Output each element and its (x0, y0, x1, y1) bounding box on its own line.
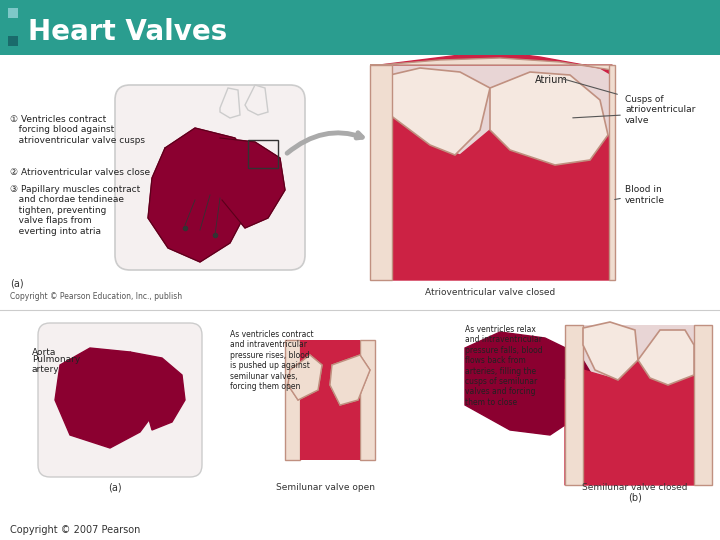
Text: ③ Papillary muscles contract
   and chordae tendineae
   tighten, preventing
   : ③ Papillary muscles contract and chordae… (10, 185, 140, 235)
Text: Atrium: Atrium (535, 75, 568, 85)
Polygon shape (330, 355, 370, 405)
Polygon shape (220, 138, 285, 228)
Bar (248, 140, 278, 168)
FancyBboxPatch shape (38, 323, 202, 477)
Polygon shape (370, 52, 612, 75)
Polygon shape (330, 355, 370, 405)
Polygon shape (375, 115, 615, 280)
Polygon shape (288, 355, 322, 400)
Bar (300, 340, 360, 460)
Text: Semilunar valve closed: Semilunar valve closed (582, 483, 688, 492)
FancyBboxPatch shape (609, 65, 615, 280)
Text: Blood in
ventricle: Blood in ventricle (625, 185, 665, 205)
Polygon shape (220, 88, 240, 118)
Polygon shape (583, 322, 638, 380)
Bar (565, 325, 583, 485)
Polygon shape (465, 332, 595, 435)
Text: Cusps of
atrioventricular
valve: Cusps of atrioventricular valve (625, 95, 696, 125)
Polygon shape (55, 348, 165, 448)
Text: As ventricles contract
and intraventricular
pressure rises, blood
is pushed up a: As ventricles contract and intraventricu… (230, 330, 314, 391)
Text: Heart Valves: Heart Valves (28, 18, 228, 46)
FancyBboxPatch shape (370, 65, 615, 280)
Polygon shape (390, 68, 490, 155)
Text: (b): (b) (628, 492, 642, 502)
Text: As ventricles relax
and intraventricular
pressure falls, blood
flows back from
a: As ventricles relax and intraventricular… (465, 325, 543, 407)
Text: Semilunar valve open: Semilunar valve open (276, 483, 374, 492)
Polygon shape (148, 128, 258, 262)
Text: (a): (a) (10, 278, 24, 288)
Text: Copyright © Pearson Education, Inc., publish: Copyright © Pearson Education, Inc., pub… (10, 292, 182, 301)
FancyBboxPatch shape (0, 0, 720, 55)
FancyBboxPatch shape (115, 85, 305, 270)
Polygon shape (370, 58, 612, 70)
Bar (8, 36, 18, 46)
Polygon shape (638, 330, 694, 385)
Polygon shape (130, 352, 185, 430)
Bar (360, 340, 375, 460)
Bar (694, 325, 712, 485)
Text: (a): (a) (108, 482, 122, 492)
Text: Aorta: Aorta (32, 348, 56, 357)
Text: ② Atrioventricular valves close: ② Atrioventricular valves close (10, 168, 150, 177)
Bar (8, 8, 18, 18)
Polygon shape (565, 345, 694, 485)
FancyBboxPatch shape (565, 325, 710, 485)
Polygon shape (288, 355, 322, 400)
Bar (285, 340, 300, 460)
Bar (8, 22, 18, 32)
Polygon shape (245, 85, 268, 115)
FancyBboxPatch shape (370, 65, 392, 280)
Text: Atrioventricular valve closed: Atrioventricular valve closed (425, 288, 555, 297)
Text: Copyright © 2007 Pearson: Copyright © 2007 Pearson (10, 525, 140, 535)
Text: ① Ventricles contract
   forcing blood against
   atrioventricular valve cusps: ① Ventricles contract forcing blood agai… (10, 115, 145, 145)
Text: Pulmonary
artery: Pulmonary artery (32, 355, 80, 374)
Polygon shape (490, 72, 608, 165)
